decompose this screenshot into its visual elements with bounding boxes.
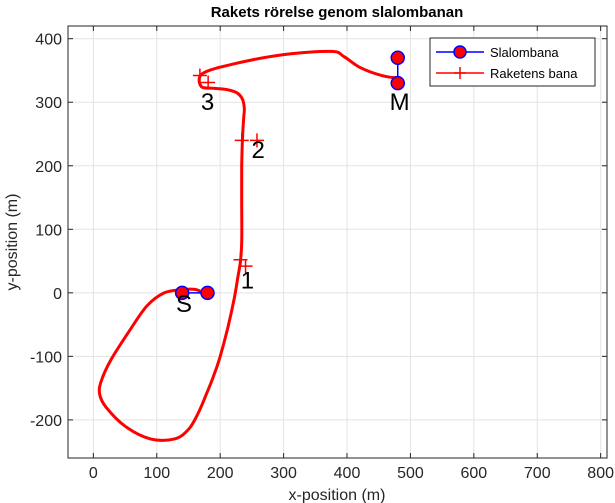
legend-label-course: Slalombana — [490, 45, 559, 60]
legend: Slalombana Raketens bana — [429, 37, 596, 87]
y-tick-label: -100 — [30, 349, 62, 366]
rocket-plus-marker — [234, 133, 249, 148]
annotation-m: M — [390, 89, 410, 116]
y-tick-label: 400 — [35, 32, 62, 49]
course-marker — [200, 285, 215, 301]
x-tick-label: 700 — [524, 465, 551, 482]
chart-title: Rakets rörelse genom slalombanan — [211, 4, 464, 21]
series-layer — [97, 49, 405, 442]
legend-course-marker — [453, 45, 467, 59]
course-marker — [174, 285, 190, 301]
x-tick-label: 200 — [207, 465, 234, 482]
plot-area — [68, 26, 607, 458]
course-marker — [390, 75, 405, 91]
plot-frame — [67, 25, 608, 459]
annotation-1: 1 — [241, 267, 254, 294]
x-tick-label: 500 — [397, 465, 424, 482]
annotation-3: 3 — [201, 89, 214, 116]
x-tick-label: 100 — [143, 465, 170, 482]
rocket-plus-marker — [201, 75, 216, 90]
x-tick-label: 600 — [460, 465, 487, 482]
y-tick-label: 300 — [35, 95, 62, 112]
rocket-plus-marker — [238, 259, 253, 274]
x-tick-label: 800 — [587, 465, 614, 482]
x-tick-label: 400 — [334, 465, 361, 482]
y-tick-label: -200 — [30, 413, 62, 430]
rocket-trajectory-line — [97, 49, 398, 442]
y-tick-label: 100 — [35, 222, 62, 239]
y-tick-label: 0 — [53, 286, 62, 303]
y-tick-label: 200 — [35, 159, 62, 176]
x-tick-label: 0 — [89, 465, 98, 482]
annotation-layer: S 1 2 3 M — [176, 89, 410, 318]
annotation-s: S — [176, 291, 192, 318]
rocket-plus-marker — [192, 68, 207, 83]
grid — [68, 26, 607, 458]
legend-label-rocket: Raketens bana — [490, 66, 578, 81]
x-tick-label: 300 — [270, 465, 297, 482]
annotation-2: 2 — [252, 137, 265, 164]
course-marker — [390, 50, 405, 66]
rocket-plus-marker — [249, 133, 264, 148]
legend-rocket-marker — [454, 67, 466, 79]
tick-labels: 0 100 200 300 400 500 600 700 800 -200 -100 0 100 200… — [30, 26, 614, 482]
x-axis-label: x-position (m) — [289, 487, 386, 503]
y-axis-label: y-position (m) — [4, 194, 21, 291]
